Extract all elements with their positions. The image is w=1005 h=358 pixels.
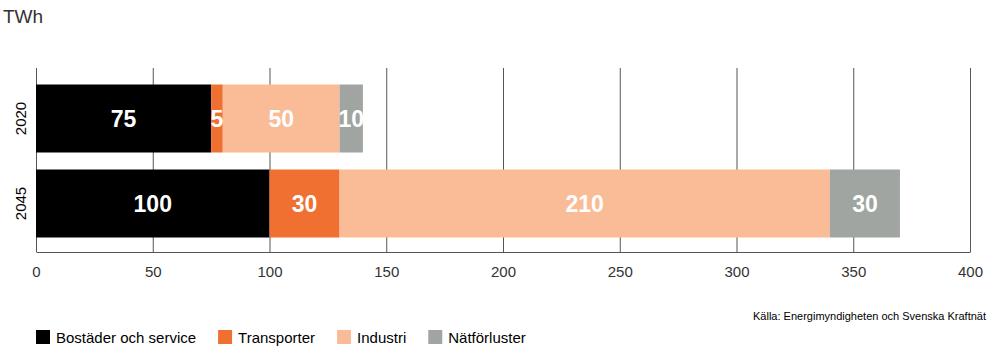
data-label: 210 [566,191,604,217]
data-label: 30 [292,191,318,217]
y-tick-label: 2045 [12,187,29,220]
legend-swatch [36,330,50,344]
data-label: 30 [852,191,878,217]
legend: Bostäder och service Transporter Industri N… [36,329,526,346]
bars [36,85,900,238]
legend-swatch [218,330,232,344]
bar-segment [36,85,211,153]
x-tick-label: 100 [257,263,282,280]
x-tick-label: 200 [491,263,516,280]
legend-item: Transporter [218,329,315,346]
legend-swatch [428,330,442,344]
y-axis: 2020 2045 [12,102,29,220]
legend-item: Industri [337,329,406,346]
bar-segment [340,170,830,238]
x-tick-label: 300 [724,263,749,280]
x-tick-label: 50 [145,263,162,280]
bar-segment [830,170,900,238]
y-tick: 2020 [12,102,29,135]
title: TWh [3,6,43,27]
legend-label: Bostäder och service [56,329,196,346]
y-tick-label: 2020 [12,102,29,135]
bar-segment [36,170,270,238]
x-tick-label: 250 [608,263,633,280]
data-label: 50 [268,106,294,132]
legend-item: Bostäder och service [36,329,196,346]
data-label: 5 [211,106,224,132]
legend-label: Industri [357,329,406,346]
legend-item: Nätförluster [428,329,526,346]
chart: TWh 0 50 100 150 200 250 300 350 400 2020 2045 75 100… [0,0,1005,358]
data-labels: 75 100 5 30 50 210 10 30 [111,106,878,217]
bar-segment [223,85,340,153]
source: Källa: Energimyndigheten och Svenska Kra… [753,310,986,322]
x-tick: 400 [958,68,983,280]
data-label: 100 [134,191,172,217]
data-label: 10 [338,106,364,132]
legend-swatch [337,330,351,344]
x-tick-label: 400 [958,263,983,280]
x-axis-line [37,252,971,253]
x-axis: 0 50 100 150 200 250 300 350 400 [32,68,983,280]
bar-segment [211,85,223,153]
legend-label: Transporter [238,329,315,346]
data-label: 75 [111,106,137,132]
x-tick-label: 150 [374,263,399,280]
x-tick-label: 0 [32,263,40,280]
x-tick-label: 350 [841,263,866,280]
grid-line [970,68,971,252]
bar-segment [270,170,340,238]
y-tick: 2045 [12,187,29,220]
legend-label: Nätförluster [448,329,526,346]
